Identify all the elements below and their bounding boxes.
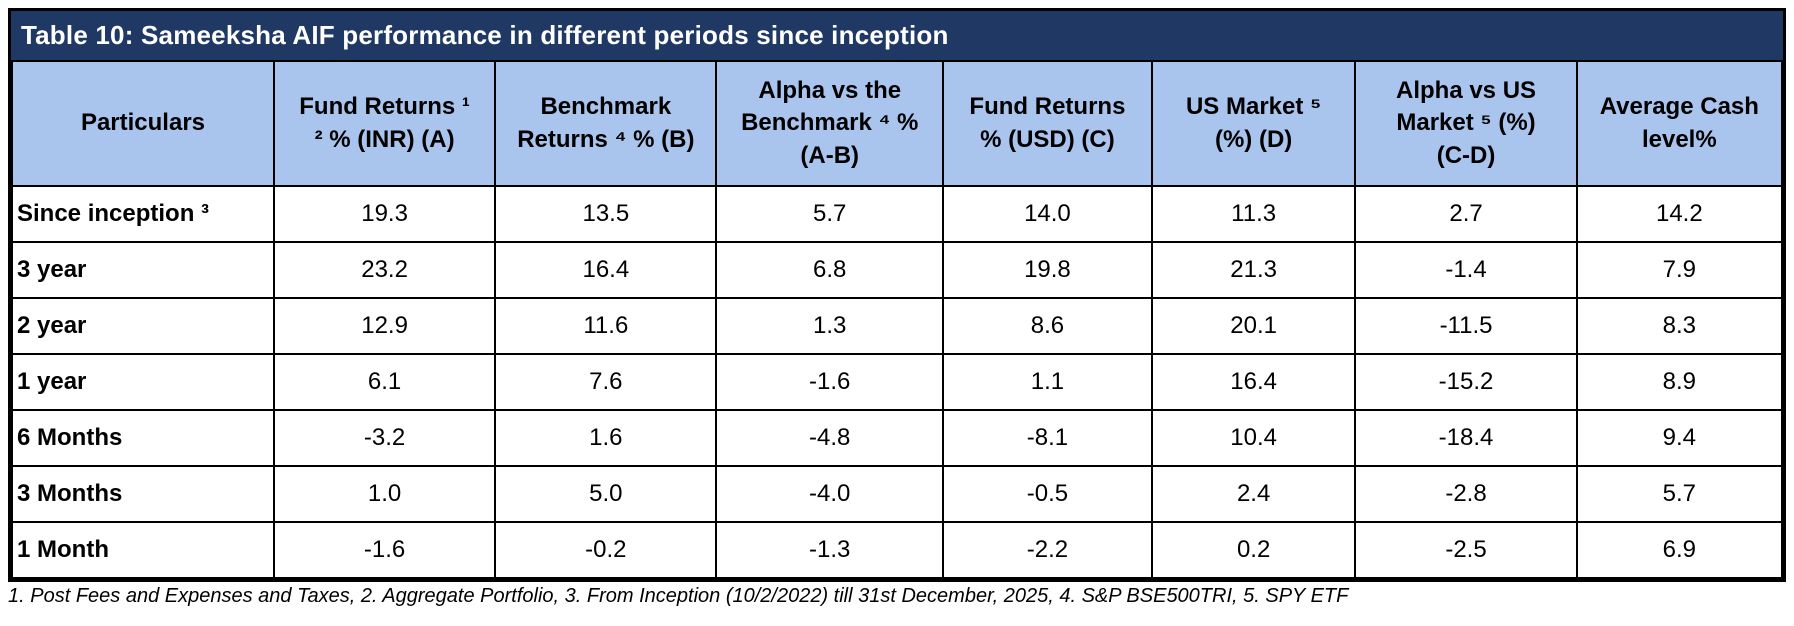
value-cell: -11.5 xyxy=(1354,297,1578,355)
value-cell: 14.2 xyxy=(1575,185,1784,243)
value-cell: 12.9 xyxy=(272,297,497,355)
value-cell: -1.4 xyxy=(1354,241,1578,299)
value-cell: -1.6 xyxy=(272,521,497,579)
value-cell: -1.3 xyxy=(715,521,944,579)
column-header-alpha-vs-us-market: Alpha vs US Market ⁵ (%) (C-D) xyxy=(1354,60,1578,187)
value-cell: 5.7 xyxy=(1575,465,1784,523)
value-cell: 2.4 xyxy=(1150,465,1357,523)
value-cell: 8.6 xyxy=(942,297,1153,355)
table-row: Since inception ³ 19.3 13.5 5.7 14.0 11.3 2.7 1… xyxy=(11,185,1784,243)
value-cell: -18.4 xyxy=(1354,409,1578,467)
value-cell: 7.6 xyxy=(494,353,718,411)
column-header-alpha-vs-benchmark: Alpha vs the Benchmark ⁴ % (A-B) xyxy=(715,60,944,187)
table-row: 1 Month -1.6 -0.2 -1.3 -2.2 0.2 -2.5 6.9 xyxy=(11,521,1784,579)
value-cell: -2.8 xyxy=(1354,465,1578,523)
value-cell: 16.4 xyxy=(1150,353,1357,411)
value-cell: 11.6 xyxy=(494,297,718,355)
value-cell: 6.1 xyxy=(272,353,497,411)
value-cell: 16.4 xyxy=(494,241,718,299)
value-cell: 20.1 xyxy=(1150,297,1357,355)
table-row: 2 year 12.9 11.6 1.3 8.6 20.1 -11.5 8.3 xyxy=(11,297,1784,355)
row-label: Since inception ³ xyxy=(11,185,275,243)
value-cell: 9.4 xyxy=(1575,409,1784,467)
column-header-average-cash-level: Average Cash level% xyxy=(1575,60,1784,187)
column-header-benchmark-returns: Benchmark Returns ⁴ % (B) xyxy=(494,60,718,187)
table-title-bar: Table 10: Sameeksha AIF performance in d… xyxy=(11,11,1783,60)
value-cell: 19.3 xyxy=(272,185,497,243)
value-cell: 0.2 xyxy=(1150,521,1357,579)
table-header-row: Particulars Fund Returns ¹ ² % (INR) (A) B… xyxy=(11,60,1784,187)
value-cell: 14.0 xyxy=(942,185,1153,243)
value-cell: -4.8 xyxy=(715,409,944,467)
value-cell: 23.2 xyxy=(272,241,497,299)
table-row: 1 year 6.1 7.6 -1.6 1.1 16.4 -15.2 8.9 xyxy=(11,353,1784,411)
table-title: Table 10: Sameeksha AIF performance in d… xyxy=(21,20,949,50)
table-row: 6 Months -3.2 1.6 -4.8 -8.1 10.4 -18.4 9.4 xyxy=(11,409,1784,467)
value-cell: 10.4 xyxy=(1150,409,1357,467)
value-cell: -3.2 xyxy=(272,409,497,467)
value-cell: -2.2 xyxy=(942,521,1153,579)
column-header-us-market: US Market ⁵ (%) (D) xyxy=(1150,60,1357,187)
value-cell: 19.8 xyxy=(942,241,1153,299)
value-cell: 1.6 xyxy=(494,409,718,467)
column-header-particulars: Particulars xyxy=(11,60,275,187)
value-cell: 6.9 xyxy=(1575,521,1784,579)
row-label: 2 year xyxy=(11,297,275,355)
footnote: 1. Post Fees and Expenses and Taxes, 2. … xyxy=(8,585,1349,607)
value-cell: 1.1 xyxy=(942,353,1153,411)
value-cell: 13.5 xyxy=(494,185,718,243)
value-cell: 7.9 xyxy=(1575,241,1784,299)
performance-table-frame: Table 10: Sameeksha AIF performance in d… xyxy=(8,8,1786,582)
table-row: 3 year 23.2 16.4 6.8 19.8 21.3 -1.4 7.9 xyxy=(11,241,1784,299)
value-cell: 1.0 xyxy=(272,465,497,523)
value-cell: -0.5 xyxy=(942,465,1153,523)
column-header-fund-returns-usd: Fund Returns % (USD) (C) xyxy=(942,60,1153,187)
value-cell: 8.3 xyxy=(1575,297,1784,355)
value-cell: 8.9 xyxy=(1575,353,1784,411)
value-cell: 21.3 xyxy=(1150,241,1357,299)
value-cell: 5.0 xyxy=(494,465,718,523)
value-cell: -2.5 xyxy=(1354,521,1578,579)
column-header-fund-returns-inr: Fund Returns ¹ ² % (INR) (A) xyxy=(272,60,497,187)
value-cell: 11.3 xyxy=(1150,185,1357,243)
value-cell: 5.7 xyxy=(715,185,944,243)
row-label: 3 year xyxy=(11,241,275,299)
value-cell: 1.3 xyxy=(715,297,944,355)
value-cell: -4.0 xyxy=(715,465,944,523)
value-cell: 6.8 xyxy=(715,241,944,299)
value-cell: -8.1 xyxy=(942,409,1153,467)
value-cell: -15.2 xyxy=(1354,353,1578,411)
row-label: 1 year xyxy=(11,353,275,411)
value-cell: -0.2 xyxy=(494,521,718,579)
row-label: 3 Months xyxy=(11,465,275,523)
value-cell: 2.7 xyxy=(1354,185,1578,243)
value-cell: -1.6 xyxy=(715,353,944,411)
table-row: 3 Months 1.0 5.0 -4.0 -0.5 2.4 -2.8 5.7 xyxy=(11,465,1784,523)
performance-table: Particulars Fund Returns ¹ ² % (INR) (A) B… xyxy=(11,60,1784,579)
row-label: 6 Months xyxy=(11,409,275,467)
row-label: 1 Month xyxy=(11,521,275,579)
